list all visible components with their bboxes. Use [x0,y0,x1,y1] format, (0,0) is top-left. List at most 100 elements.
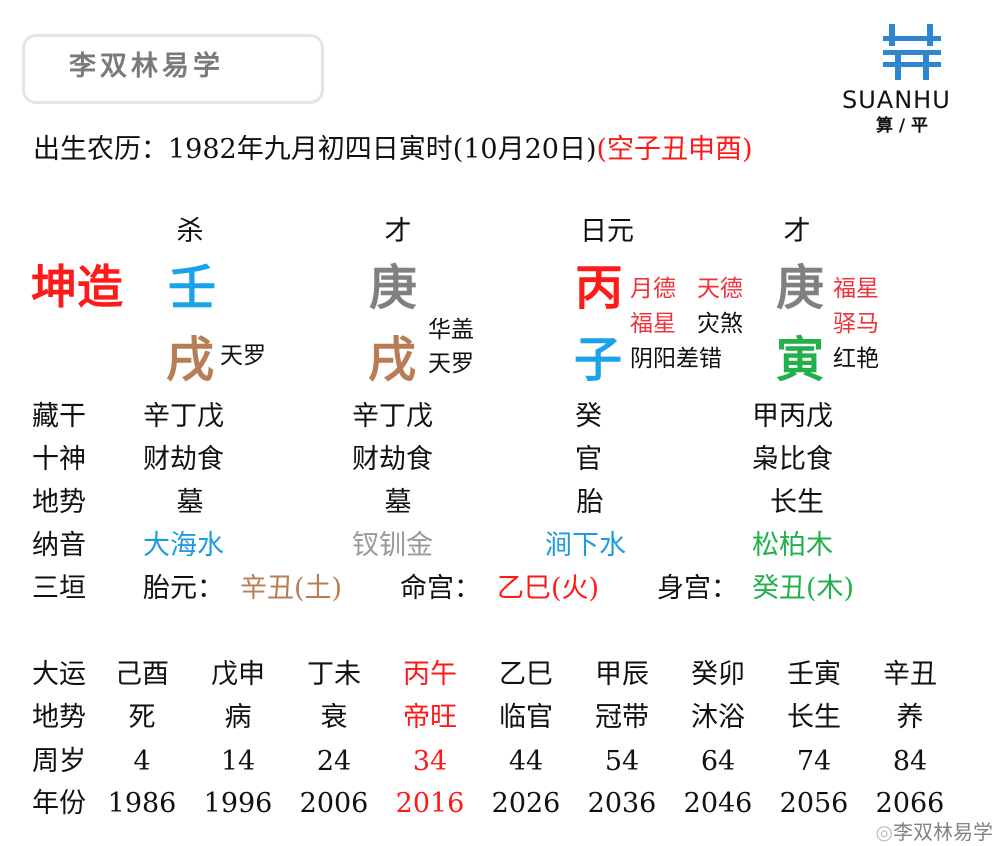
shensha: 红艳 [833,346,879,372]
shensha: 华盖 [428,317,474,343]
dayun-dishi: 沐浴 [691,702,745,733]
cell: 涧下水 [545,530,626,561]
dayun-ganzhi: 乙巳 [499,659,553,690]
dayun-age: 74 [796,746,832,777]
watermark: ◎李双林易学 [875,820,993,844]
branch-day: 子 [574,332,623,388]
shensha: 灾煞 [697,311,743,337]
dayun-age: 64 [700,746,736,777]
shensha: 驿马 [833,311,879,337]
dayun-age: 54 [604,746,640,777]
row-label: 三垣 [32,573,86,604]
dayun-ganzhi: 丙午 [403,659,457,690]
branch-year: 戌 [166,332,215,388]
cell: 癸 [575,401,602,432]
cell: 财劫食 [352,444,433,475]
row-label: 十神 [32,444,86,475]
ten-god-day: 日元 [580,216,634,247]
cell: 枭比食 [752,444,833,475]
shensha: 天罗 [428,351,474,377]
wechat-icon: ◎ [875,820,893,844]
dayun-ganzhi: 甲辰 [595,659,649,690]
dayun-age: 24 [316,746,352,777]
minggong-label: 命宫： [400,573,481,604]
dayun-ganzhi: 己酉 [115,659,169,690]
dayun-dishi: 衰 [320,702,348,733]
stem-month: 庚 [369,260,418,316]
cell: 胎 [576,487,604,518]
cell: 大海水 [143,530,224,561]
dayun-dishi: 病 [224,702,252,733]
dayun-ganzhi: 癸卯 [691,659,745,690]
row-label: 地势 [32,487,86,518]
taiyuan: 辛丑(土) [240,573,343,604]
stem-day: 丙 [575,260,624,316]
ten-god-year: 杀 [176,216,204,247]
logo-text: SUANHU [842,86,951,114]
suanhu-logo-icon [883,24,941,80]
dayun-age: 44 [508,746,544,777]
shensha: 阴阳差错 [630,346,722,372]
dayun-ganzhi: 壬寅 [787,659,841,690]
dayun-year: 2006 [299,788,369,819]
shensha: 福星 [833,276,879,302]
dayun-year: 2036 [587,788,657,819]
dayun-row-label: 地势 [32,702,86,733]
dayun-year: 2046 [683,788,753,819]
branch-hour: 寅 [776,332,825,388]
dayun-year: 1996 [203,788,273,819]
shensha: 天德 [697,276,743,302]
dayun-year: 1986 [107,788,177,819]
dayun-age: 4 [133,746,151,777]
dayun-dishi: 长生 [787,702,841,733]
dayun-dishi: 冠带 [595,702,649,733]
brand-title: 李双林易学 [69,51,224,82]
dayun-row-label: 周岁 [32,746,86,777]
shensha: 月德 [630,276,676,302]
cell: 辛丁戊 [352,401,433,432]
dayun-age: 14 [220,746,256,777]
cell: 墓 [176,487,204,518]
dayun-dishi: 死 [128,702,156,733]
cell: 钗钏金 [352,530,433,561]
dayun-year: 2066 [875,788,945,819]
shensha: 天罗 [220,343,266,369]
dayun-dishi: 养 [896,702,924,733]
cell: 松柏木 [752,530,833,561]
ten-god-hour: 才 [783,216,811,247]
logo-subtext: 算 / 平 [876,116,929,136]
dayun-ganzhi: 丁未 [307,659,361,690]
dayun-row-label: 年份 [32,788,86,819]
row-label: 纳音 [32,530,86,561]
stem-hour: 庚 [776,260,825,316]
dayun-row-label: 大运 [32,659,86,690]
cell: 官 [575,444,602,475]
cell: 辛丁戊 [143,401,224,432]
shensha: 福星 [630,311,676,337]
dayun-year: 2056 [779,788,849,819]
cell: 长生 [770,487,824,518]
minggong: 乙巳(火) [497,573,600,604]
shengong: 癸丑(木) [752,573,855,604]
dayun-ganzhi: 辛丑 [883,659,937,690]
row-label: 藏干 [32,401,86,432]
stem-year: 壬 [168,260,217,316]
cell: 甲丙戊 [752,401,833,432]
dayun-ganzhi: 戊申 [211,659,265,690]
brand-badge: 李双林易学 [22,34,324,104]
dayun-year: 2016 [395,788,465,819]
dayun-dishi: 帝旺 [403,702,457,733]
dayun-dishi: 临官 [499,702,553,733]
birth-info: 出生农历：1982年九月初四日寅时(10月20日)(空子丑申酉) [33,134,753,165]
cell: 墓 [384,487,412,518]
ten-god-month: 才 [384,216,412,247]
branch-month: 戌 [368,332,417,388]
dayun-age: 84 [892,746,928,777]
gender-label: 坤造 [31,260,123,314]
taiyuan-label: 胎元： [143,573,224,604]
dayun-year: 2026 [491,788,561,819]
cell: 财劫食 [143,444,224,475]
kongwang: (空子丑申酉) [596,134,753,165]
dayun-age: 34 [412,746,448,777]
